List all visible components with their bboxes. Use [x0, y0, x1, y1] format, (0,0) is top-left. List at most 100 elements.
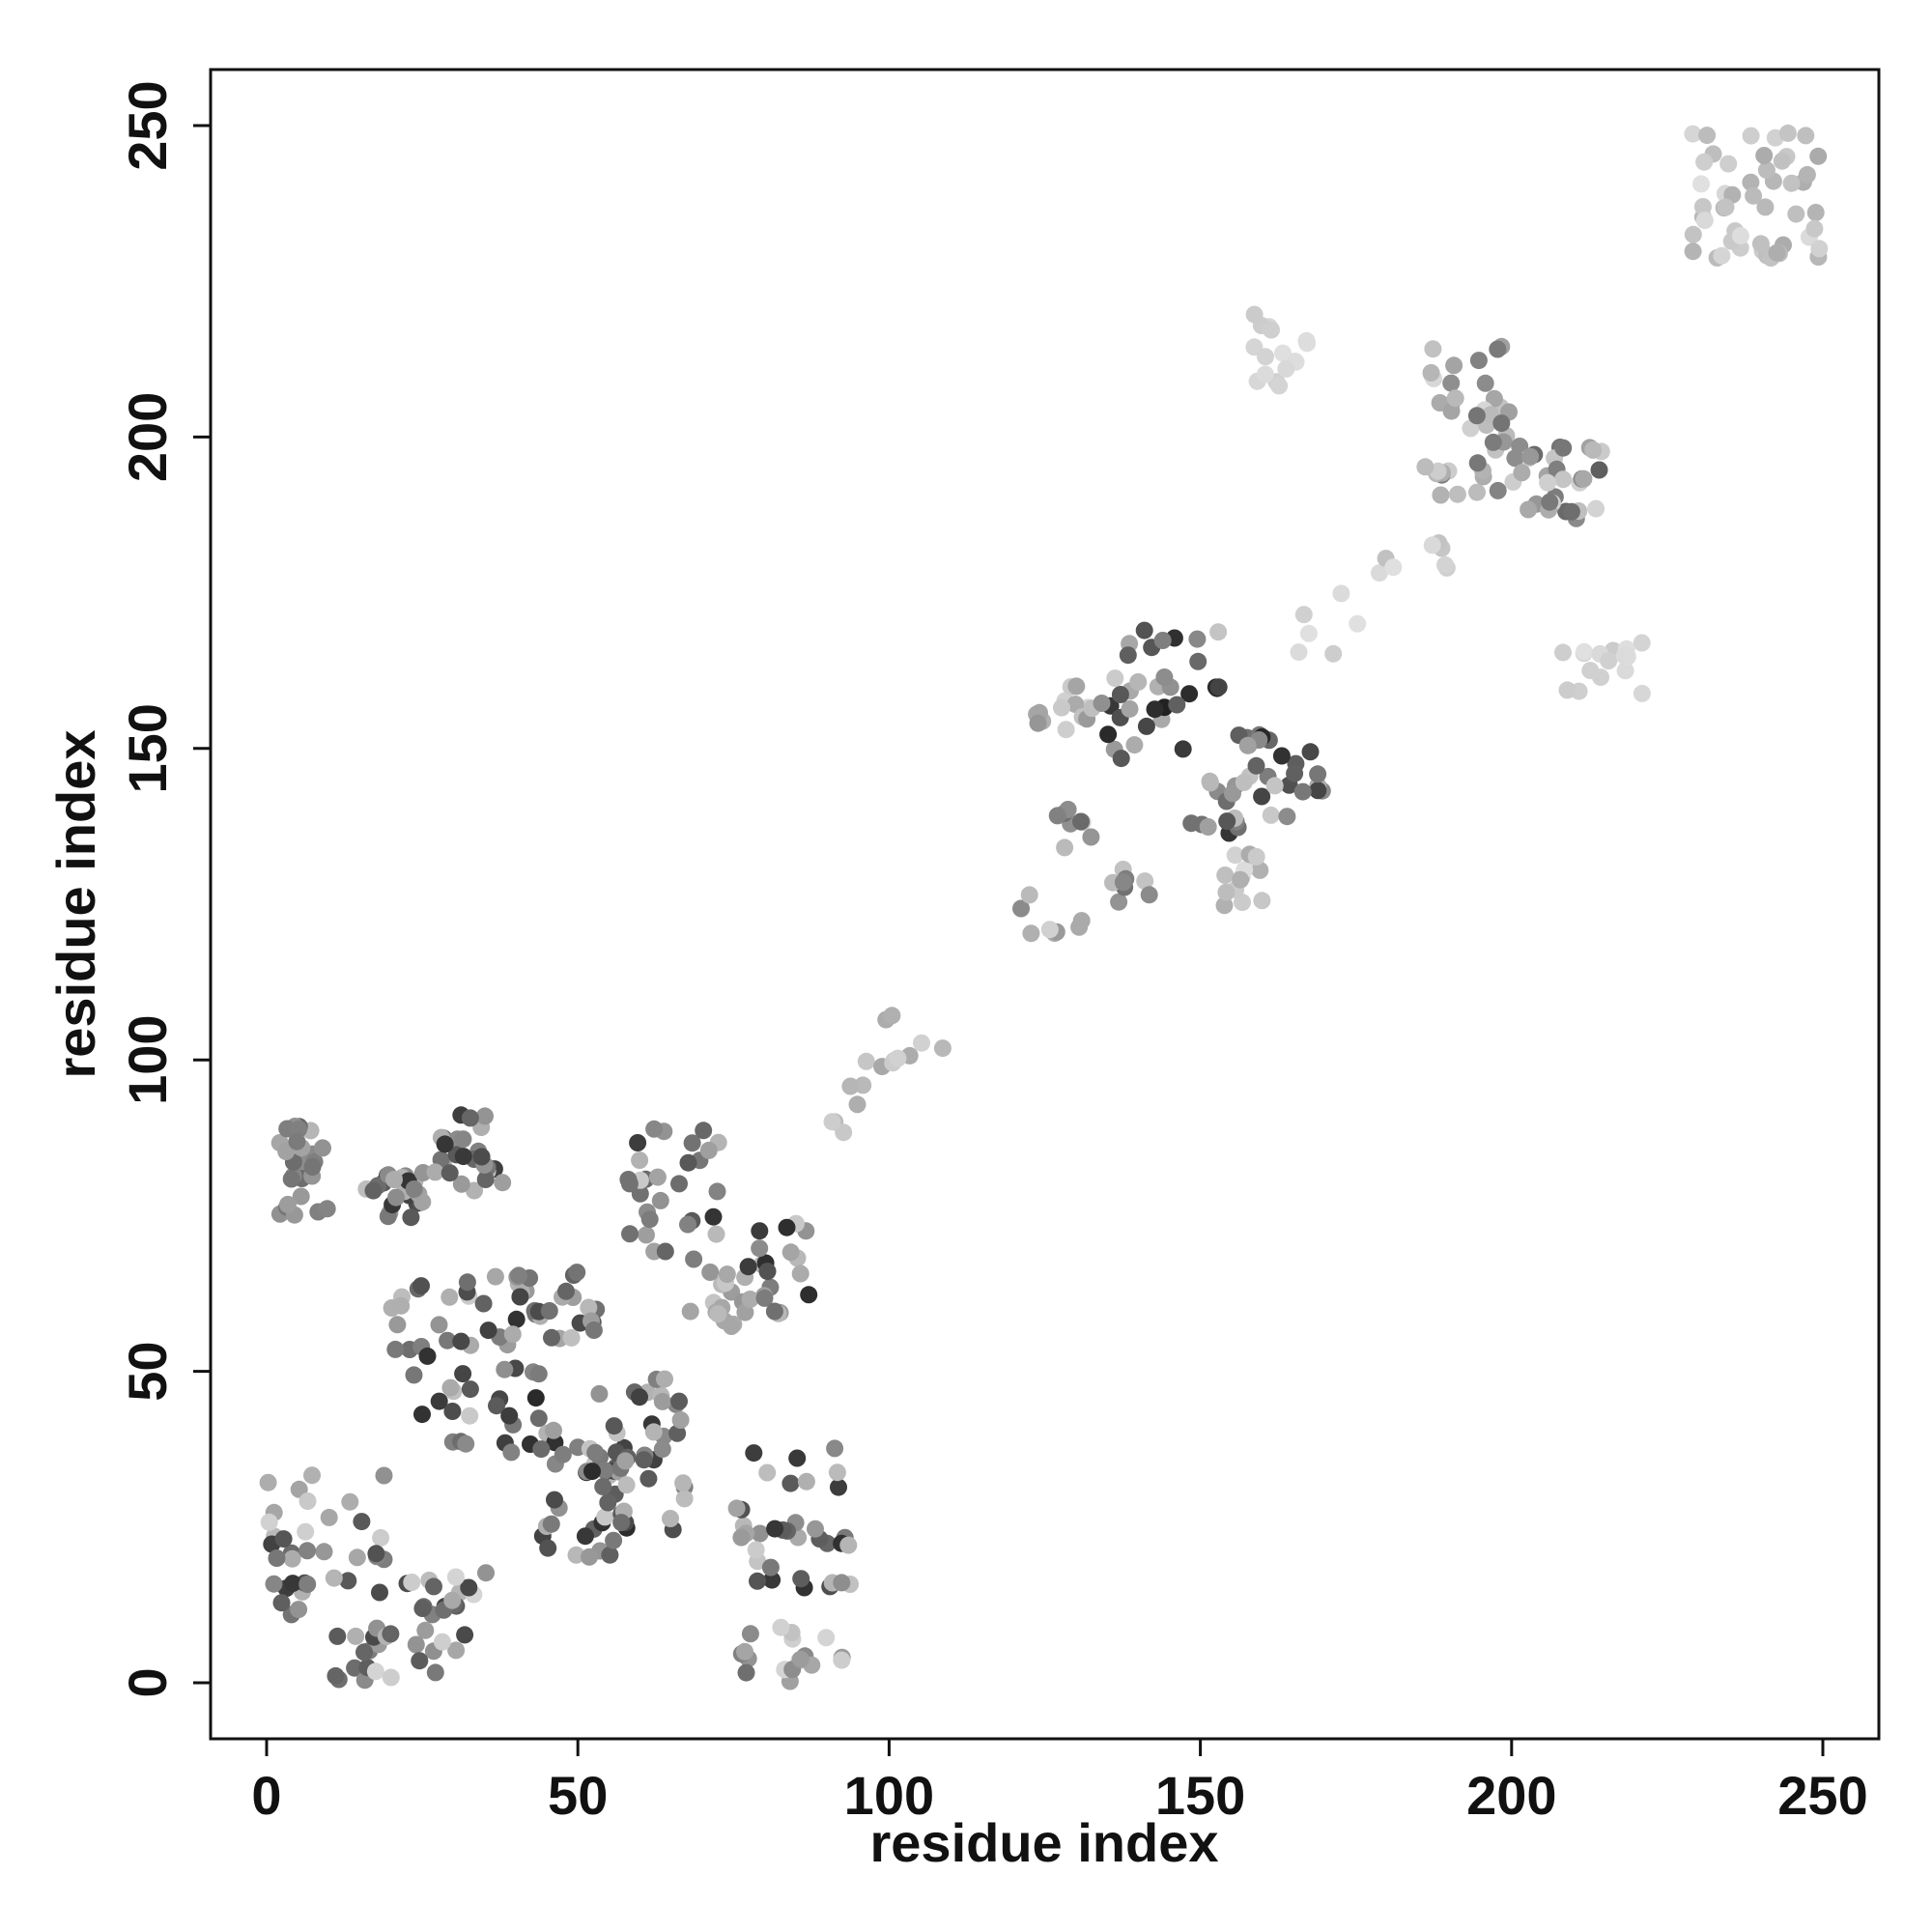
data-point	[828, 1463, 846, 1482]
data-point	[283, 1549, 301, 1568]
data-point	[440, 1164, 459, 1182]
data-point	[1468, 483, 1486, 501]
data-point	[407, 1635, 425, 1654]
y-axis-title: residue index	[45, 729, 106, 1078]
data-point	[640, 1210, 659, 1229]
data-point	[479, 1321, 497, 1340]
data-point	[1301, 743, 1320, 761]
data-point	[1057, 721, 1075, 739]
data-point	[1201, 772, 1219, 790]
data-point	[833, 1651, 851, 1669]
data-point	[416, 1621, 435, 1639]
data-point	[488, 1397, 505, 1415]
data-point	[576, 1527, 594, 1546]
data-point	[670, 1175, 688, 1193]
data-point	[347, 1627, 365, 1645]
data-point	[542, 1515, 560, 1533]
data-point	[1217, 883, 1236, 901]
data-point	[739, 1258, 757, 1276]
data-point	[830, 1478, 847, 1496]
data-point	[1422, 363, 1440, 382]
data-point	[353, 1513, 371, 1531]
data-point	[1778, 124, 1797, 142]
data-point	[772, 1618, 790, 1636]
data-point	[418, 1347, 437, 1365]
data-point	[1782, 174, 1801, 192]
data-point	[364, 1181, 383, 1200]
data-point	[511, 1288, 529, 1306]
data-point	[382, 1668, 400, 1687]
data-point	[1272, 747, 1291, 765]
data-point	[1731, 227, 1749, 245]
data-point	[695, 1122, 713, 1140]
data-point	[612, 1514, 631, 1532]
data-point	[554, 1445, 572, 1463]
data-point	[1332, 584, 1350, 603]
data-point	[1056, 838, 1074, 857]
data-point	[670, 1392, 688, 1410]
data-point	[1485, 389, 1503, 408]
data-point	[1584, 440, 1603, 459]
data-point	[1423, 536, 1441, 554]
data-point	[751, 1239, 769, 1258]
data-point	[800, 1286, 818, 1304]
data-point	[1020, 886, 1038, 904]
data-point	[662, 1510, 679, 1527]
data-point	[1805, 219, 1824, 238]
data-point	[1554, 470, 1573, 489]
data-point	[1232, 870, 1250, 889]
data-point	[778, 1218, 796, 1236]
data-point	[1072, 912, 1091, 930]
data-point	[629, 1134, 647, 1151]
data-point	[1751, 235, 1770, 253]
data-point	[1012, 899, 1030, 918]
data-point	[745, 1444, 763, 1463]
data-point	[1695, 212, 1714, 230]
data-point	[279, 1195, 297, 1213]
data-point	[460, 1578, 478, 1597]
data-point	[1575, 469, 1593, 488]
data-point	[1695, 153, 1714, 171]
data-point	[1072, 812, 1090, 831]
data-point	[1119, 646, 1137, 665]
data-point	[580, 1298, 598, 1317]
data-point	[791, 1264, 810, 1283]
data-point	[388, 1316, 407, 1334]
data-point	[1309, 781, 1327, 800]
y-tick-label: 100	[117, 1014, 178, 1104]
data-point	[1125, 736, 1144, 754]
data-point	[1048, 807, 1066, 825]
x-tick-label: 100	[844, 1765, 934, 1826]
data-point	[1297, 331, 1316, 350]
data-point	[605, 1417, 623, 1435]
data-point	[617, 1476, 636, 1494]
y-tick-label: 200	[117, 392, 178, 482]
data-point	[328, 1627, 347, 1645]
data-point	[1489, 481, 1507, 499]
data-point	[1209, 678, 1228, 696]
data-point	[718, 1265, 736, 1284]
data-point	[616, 1452, 635, 1470]
data-point	[292, 1187, 310, 1206]
data-point	[1253, 787, 1271, 806]
data-point	[1238, 736, 1257, 754]
data-point	[1278, 808, 1296, 826]
data-point	[1590, 461, 1608, 479]
data-point	[584, 1321, 603, 1339]
data-point	[1262, 806, 1280, 824]
data-point	[1235, 773, 1253, 791]
data-point	[675, 1490, 694, 1508]
y-tick-label: 0	[117, 1667, 178, 1697]
data-point	[1371, 564, 1388, 582]
data-point	[1121, 699, 1139, 718]
data-point	[461, 1109, 479, 1127]
data-point	[671, 1411, 690, 1429]
data-point	[1798, 165, 1816, 184]
data-point	[788, 1449, 807, 1467]
data-point	[1468, 454, 1487, 472]
data-point	[1562, 502, 1580, 521]
data-point	[1693, 198, 1712, 215]
data-point	[596, 1462, 614, 1480]
data-point	[1286, 764, 1304, 782]
